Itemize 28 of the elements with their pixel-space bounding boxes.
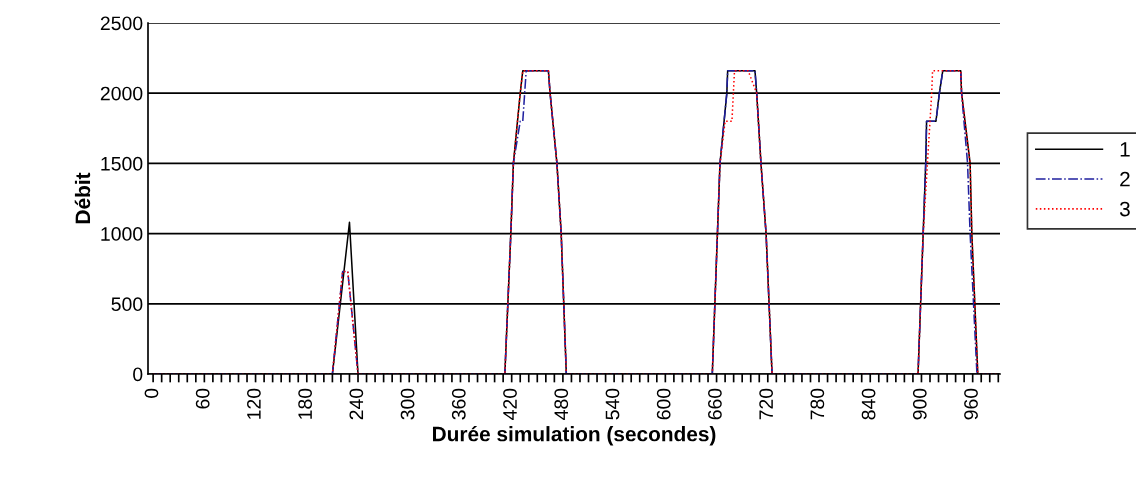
legend-label: 2 — [1120, 171, 1130, 187]
x-tick-label: 120 — [247, 388, 261, 419]
x-tick-label: 480 — [554, 388, 569, 420]
legend-label: 1 — [1120, 142, 1130, 157]
x-tick-label: 600 — [656, 388, 671, 420]
x-tick-label: 660 — [708, 388, 722, 420]
x-tick-label: 420 — [503, 388, 517, 420]
y-tick-label: 500 — [111, 297, 143, 312]
x-tick-label: 0 — [144, 388, 159, 398]
y-tick-label: 1500 — [101, 156, 143, 171]
y-tick-label: 0 — [133, 367, 143, 382]
x-axis-title: Durée simulation (secondes) — [433, 425, 716, 446]
x-tick-label: 180 — [298, 388, 313, 419]
x-tick-label: 240 — [349, 388, 364, 420]
x-tick-label: 780 — [810, 388, 825, 420]
x-tick-label: 360 — [451, 388, 466, 420]
x-tick-label: 900 — [912, 388, 927, 420]
x-tick-label: 840 — [861, 388, 876, 420]
x-tick-label: 60 — [195, 388, 210, 409]
y-axis-title: Débit — [74, 172, 91, 224]
legend-label: 3 — [1119, 201, 1130, 217]
x-tick-label: 540 — [605, 388, 620, 420]
y-tick-label: 2500 — [100, 16, 143, 31]
y-tick-label: 1000 — [101, 227, 143, 241]
y-tick-label: 2000 — [100, 86, 143, 101]
x-tick-label: 960 — [964, 388, 978, 420]
x-tick-label: 300 — [400, 388, 415, 420]
x-tick-label: 720 — [759, 388, 774, 420]
